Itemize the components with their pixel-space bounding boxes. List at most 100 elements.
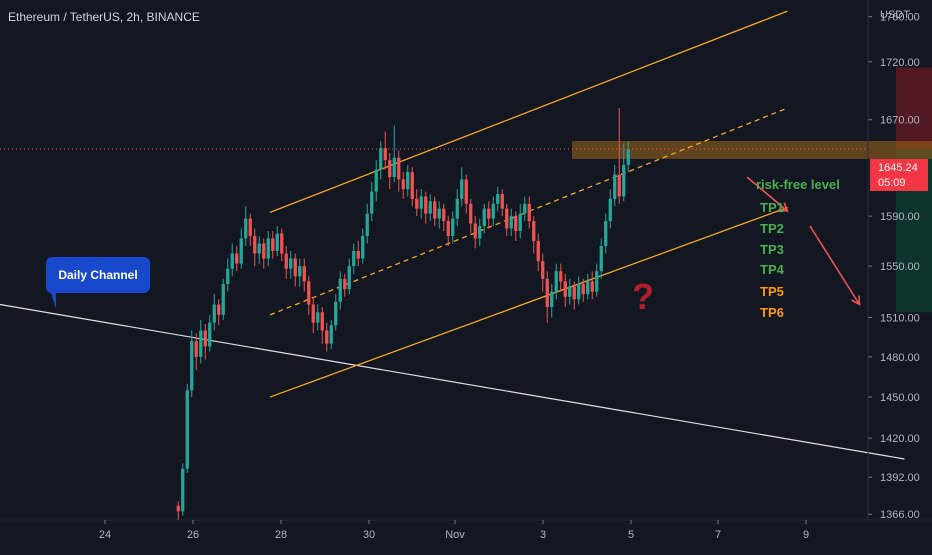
candle: [203, 323, 207, 360]
candle-body: [239, 238, 243, 264]
candle-body: [325, 330, 329, 344]
candle-body: [586, 281, 590, 295]
candle-body: [622, 164, 626, 197]
candle: [536, 233, 540, 272]
candle: [505, 203, 509, 236]
candle: [320, 307, 324, 344]
time-tick-label: 30: [363, 529, 375, 541]
candle: [289, 250, 293, 279]
candle-body: [185, 390, 189, 469]
take-profit-label-3[interactable]: TP3: [760, 242, 784, 257]
lines-layer: [0, 10, 905, 460]
candle: [370, 181, 374, 222]
candle-body: [235, 253, 239, 264]
candle-body: [311, 304, 315, 323]
candle: [527, 196, 531, 229]
candle-body: [280, 233, 284, 254]
candle: [190, 330, 194, 398]
candle: [469, 198, 473, 234]
candle: [572, 281, 576, 310]
candle: [275, 226, 279, 257]
candle: [392, 125, 396, 182]
time-tick-label: 3: [540, 529, 546, 541]
candle-body: [604, 221, 608, 246]
take-profit-label-2[interactable]: TP2: [760, 221, 784, 236]
candle-body: [248, 218, 252, 236]
candle-body: [455, 198, 459, 219]
candle-body: [181, 468, 185, 512]
candle-body: [334, 301, 338, 326]
candle: [514, 211, 518, 241]
candle-body: [284, 253, 288, 269]
daily-channel-callout[interactable]: Daily Channel: [46, 257, 150, 293]
candle: [284, 245, 288, 279]
candle: [590, 271, 594, 300]
candle-body: [532, 221, 536, 241]
candle: [568, 278, 572, 305]
candle-body: [550, 291, 554, 308]
candle: [604, 213, 608, 254]
candle: [280, 228, 284, 262]
candle: [446, 216, 450, 246]
candle-body: [478, 226, 482, 239]
take-profit-label-4[interactable]: TP4: [760, 262, 784, 277]
candle-body: [491, 203, 495, 219]
candle-body: [464, 179, 468, 204]
candle: [347, 258, 351, 295]
candle: [554, 263, 558, 300]
candle: [343, 273, 347, 297]
time-tick-label: 9: [803, 529, 809, 541]
candle-body: [527, 203, 531, 222]
candle: [185, 383, 189, 473]
candle: [613, 164, 617, 207]
candle-body: [374, 169, 378, 192]
price-tick-label: 1670.00: [880, 115, 920, 127]
candle: [365, 203, 369, 244]
risk-free-label[interactable]: risk-free level: [756, 177, 840, 192]
candle-body: [383, 148, 387, 161]
symbol-title[interactable]: Ethereum / TetherUS, 2h, BINANCE: [8, 10, 200, 24]
candle-body: [437, 208, 441, 219]
candle-body: [320, 312, 324, 331]
time-tick-label: 28: [275, 529, 287, 541]
candle: [388, 152, 392, 190]
candle-body: [275, 233, 279, 251]
projection-arrow-2: [809, 225, 861, 305]
candle-body: [505, 208, 509, 229]
candle: [509, 208, 513, 236]
channel-lower-line: [269, 206, 788, 398]
candle: [410, 167, 414, 207]
channel-upper-line: [269, 10, 788, 214]
candle-body: [226, 268, 230, 284]
candle: [626, 140, 630, 173]
candle: [230, 243, 234, 277]
candle-body: [217, 304, 221, 315]
take-profit-label-1[interactable]: TP1: [760, 200, 784, 215]
candle-body: [221, 283, 225, 315]
candle-body: [572, 286, 576, 300]
candle-body: [419, 196, 423, 209]
candle-body: [338, 278, 342, 302]
candle-body: [365, 213, 369, 236]
candle-body: [581, 283, 585, 295]
candles-layer: [176, 108, 630, 520]
time-tick-label: Nov: [445, 529, 465, 541]
take-profit-label-5[interactable]: TP5: [760, 284, 784, 299]
candle-body: [595, 271, 599, 292]
candle-body: [266, 238, 270, 259]
price-tick-label: 1510.00: [880, 312, 920, 324]
take-profit-label-6[interactable]: TP6: [760, 305, 784, 320]
candle-body: [509, 216, 513, 229]
candle-body: [176, 505, 180, 512]
candle-body: [545, 278, 549, 308]
candle-body: [446, 221, 450, 236]
candle: [397, 150, 401, 192]
candle: [617, 108, 621, 204]
candle-body: [442, 208, 446, 222]
candle-body: [599, 245, 603, 272]
candle-body: [397, 157, 401, 180]
candle-body: [523, 203, 527, 214]
candle-body: [298, 266, 302, 277]
candle: [271, 230, 275, 259]
